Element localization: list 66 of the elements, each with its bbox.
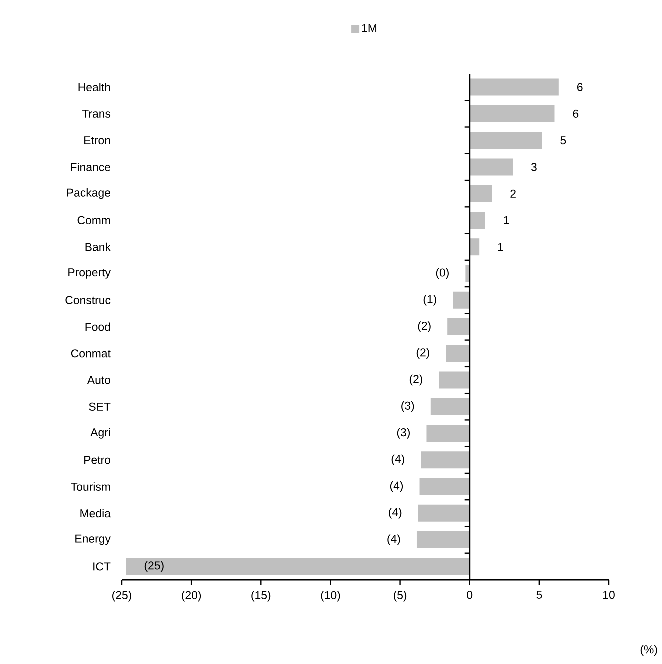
data-label: 2 — [510, 190, 516, 198]
y-tick-label: Etron — [84, 136, 110, 145]
y-tick-label: SET — [89, 402, 111, 411]
bar — [470, 132, 542, 150]
y-tick-label: Energy — [76, 534, 111, 546]
y-tick-label: Conmat — [71, 350, 111, 358]
bar — [420, 478, 470, 496]
y-tick-label: Comm — [78, 216, 110, 225]
x-tick-label: (5) — [394, 591, 407, 602]
y-tick-label: Bank — [86, 242, 111, 252]
data-label: (4) — [389, 508, 402, 519]
data-label: (4) — [392, 454, 404, 466]
data-label: 1 — [498, 243, 504, 252]
y-tick-label: Health — [78, 83, 110, 92]
text: (%) — [640, 645, 658, 656]
bar — [470, 238, 480, 256]
bar — [430, 398, 470, 416]
x-tick-label: 10 — [604, 591, 615, 600]
y-tick-label: Auto — [87, 376, 110, 384]
data-label: 6 — [573, 110, 579, 118]
bar — [126, 558, 470, 576]
y-tick-label: Construc — [66, 296, 111, 304]
data-label: (0) — [436, 268, 449, 280]
bar — [446, 345, 470, 362]
y-tick-label: Property — [68, 268, 111, 279]
x-tick-label: (10) — [321, 591, 340, 602]
bar — [470, 105, 555, 122]
bar — [448, 318, 470, 336]
x-tick-label: (15) — [252, 591, 271, 602]
bar — [470, 78, 559, 96]
bar — [470, 158, 513, 176]
data-label: (3) — [397, 428, 410, 439]
y-tick-label: Trans — [82, 110, 111, 118]
y-tick-label: Tourism — [71, 482, 110, 491]
data-label: 1 — [504, 216, 509, 224]
y-tick-label: Food — [86, 322, 110, 332]
bar — [421, 452, 470, 469]
bar — [418, 504, 470, 522]
bar — [439, 372, 470, 389]
bar — [470, 212, 486, 229]
data-label: (2) — [416, 348, 430, 359]
data-label: (2) — [418, 322, 431, 332]
bar — [426, 425, 470, 442]
data-label: 5 — [560, 136, 566, 145]
data-label: (4) — [388, 534, 400, 546]
bar — [453, 292, 470, 309]
x-tick-label: (20) — [182, 591, 202, 602]
data-label: 3 — [531, 163, 537, 172]
x-tick-label: 5 — [536, 591, 542, 600]
y-tick-label: Media — [80, 509, 111, 518]
data-label: (3) — [402, 402, 414, 412]
y-tick-label: Package — [67, 188, 110, 200]
data-label: (4) — [390, 481, 404, 492]
x-tick-label: 0 — [467, 591, 473, 600]
data-label: (25) — [144, 561, 164, 572]
data-label: 6 — [578, 83, 583, 92]
bar — [470, 185, 492, 202]
y-tick-label: Agri — [90, 428, 110, 439]
y-tick-label: ICT — [94, 562, 111, 571]
y-tick-label: Petro — [84, 456, 110, 464]
data-label: (1) — [424, 295, 436, 306]
x-tick-label: (25) — [112, 591, 132, 602]
bar — [416, 532, 470, 549]
legend-label: 1M — [362, 24, 377, 32]
y-tick-label: Finance — [71, 163, 110, 172]
data-label: (2) — [410, 374, 423, 386]
